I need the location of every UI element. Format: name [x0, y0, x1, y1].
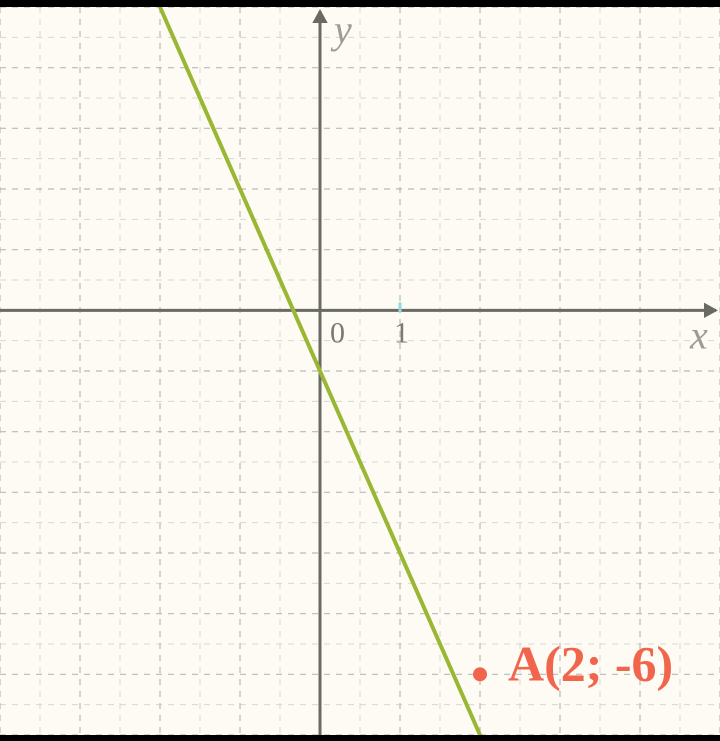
annotation-point — [473, 667, 487, 681]
annotation-label: A(2; -6) — [508, 635, 673, 691]
chart-root: 0 1 x y A(2; -6) — [0, 0, 720, 741]
one-label: 1 — [394, 316, 409, 349]
coordinate-plane: 0 1 x y A(2; -6) — [0, 0, 720, 741]
origin-label: 0 — [330, 316, 345, 349]
y-axis-label: y — [330, 7, 352, 52]
x-axis-label: x — [689, 312, 708, 357]
